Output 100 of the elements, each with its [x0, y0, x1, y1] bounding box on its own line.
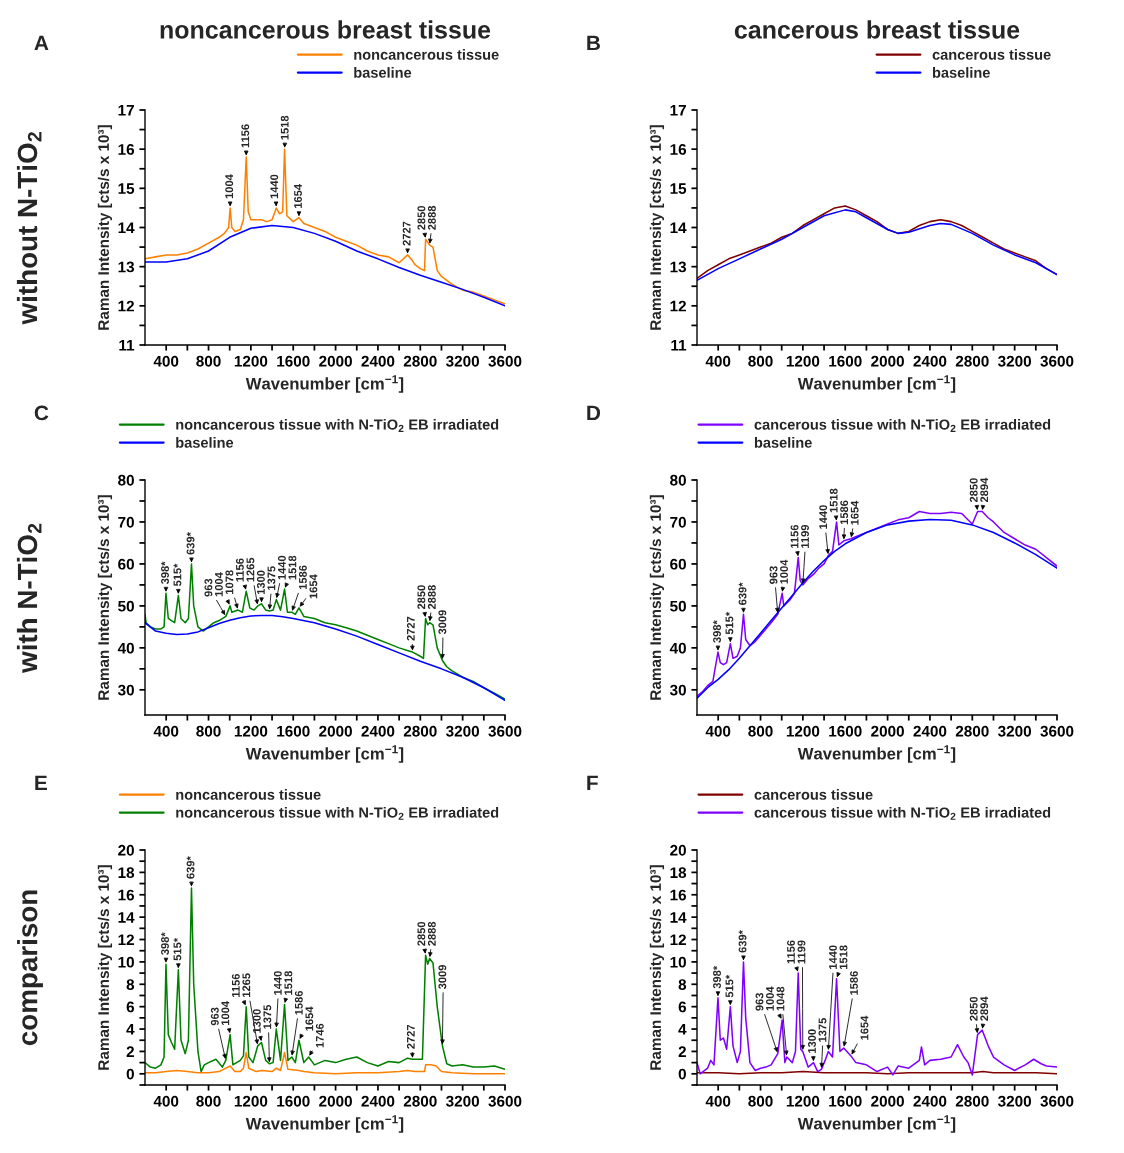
- y-tick-label: 16: [670, 144, 687, 155]
- legend-label: baseline: [354, 67, 412, 78]
- annotation: 1375: [263, 1004, 272, 1029]
- y-tick-label: 18: [118, 867, 135, 879]
- annotation: 1375: [267, 566, 276, 590]
- y-tick-label: 30: [669, 684, 686, 696]
- annotation: 1518: [288, 555, 297, 580]
- y-tick-label: 12: [118, 300, 134, 312]
- x-tick-label: 1600: [277, 1095, 310, 1107]
- annotation: 1440: [277, 555, 286, 580]
- x-axis-title: Wavenumber [cm$^{−1}$]: [797, 375, 956, 393]
- y-tick-label: 70: [118, 516, 134, 528]
- annotation: 639*: [186, 532, 195, 555]
- annotation: 1518: [284, 971, 293, 995]
- legend-label: cancerous tissue: [754, 789, 873, 800]
- x-tick-label: 800: [748, 355, 773, 367]
- y-tick-label: 17: [118, 105, 134, 116]
- annotation: 963: [210, 1007, 219, 1026]
- x-tick-label: 400: [153, 355, 179, 367]
- annotation: 1300: [808, 1029, 816, 1053]
- y-tick-label: 15: [118, 183, 135, 195]
- y-tick-label: 50: [670, 600, 686, 612]
- annotation: 1518: [829, 488, 838, 513]
- chart-title: C: [34, 405, 49, 421]
- x-tick-label: 2000: [319, 355, 352, 367]
- y-tick-label: 6: [126, 1001, 135, 1013]
- annotation: 2727: [406, 1024, 415, 1049]
- annotation: 639*: [186, 856, 195, 879]
- x-tick-label: 3600: [1040, 355, 1074, 367]
- annotation: 1654: [860, 1015, 869, 1040]
- y-tick-label: 17: [670, 105, 686, 116]
- x-tick-label: 3600: [488, 1095, 522, 1107]
- annotation: 1440: [270, 174, 279, 199]
- x-tick-label: 3200: [998, 355, 1032, 367]
- x-tick-label: 2000: [319, 1095, 352, 1107]
- y-tick-label: 8: [678, 979, 687, 990]
- x-tick-label: 2400: [913, 355, 947, 367]
- chart-title: E: [35, 775, 47, 791]
- y-tick-label: 15: [670, 183, 687, 195]
- chart-title: F: [587, 775, 598, 791]
- text: without N-TiO$_{2}$: [16, 132, 42, 325]
- y-tick-label: 4: [126, 1024, 135, 1035]
- annotation: 3009: [438, 965, 447, 990]
- y-tick-label: 20: [118, 844, 134, 856]
- x-tick-label: 2400: [361, 355, 395, 367]
- x-axis-title: Wavenumber [cm$^{−1}$]: [797, 745, 956, 763]
- annotation: 2727: [406, 616, 415, 641]
- annotation: 515*: [725, 974, 734, 998]
- y-tick-label: 14: [118, 222, 135, 234]
- annotation: 2850: [969, 996, 978, 1021]
- y-tick-label: 6: [678, 1001, 687, 1013]
- annotation: 1300: [256, 570, 265, 595]
- annotation: 1518: [839, 945, 848, 969]
- y-tick-label: 14: [670, 222, 687, 234]
- y-tick-label: 10: [670, 956, 686, 968]
- annotation: 1586: [298, 565, 307, 590]
- x-tick-label: 1200: [786, 355, 820, 367]
- x-tick-label: 2800: [403, 725, 437, 737]
- x-axis-title: Wavenumber [cm$^{−1}$]: [245, 375, 404, 393]
- annotation: 1048: [776, 986, 785, 1011]
- annotation: 1440: [273, 971, 282, 995]
- x-tick-label: 400: [705, 355, 731, 367]
- x-tick-label: 3200: [446, 1095, 480, 1107]
- y-tick-label: 12: [670, 300, 686, 312]
- chart-title: B: [587, 35, 600, 51]
- annotation: 1654: [294, 184, 302, 209]
- x-tick-label: 2000: [319, 725, 352, 737]
- annotation: 1004: [766, 986, 774, 1011]
- annotation: 398*: [713, 965, 721, 989]
- annotation: 2894: [980, 996, 989, 1021]
- annotation: 2850: [969, 478, 978, 503]
- y-tick-label: 13: [118, 261, 135, 273]
- x-tick-label: 2800: [955, 355, 989, 367]
- legend-label: cancerous tissue: [932, 49, 1051, 60]
- y-tick-label: 60: [118, 558, 134, 570]
- annotation: 1199: [797, 940, 806, 964]
- x-tick-label: 1200: [786, 725, 820, 737]
- y-tick-label: 2: [678, 1046, 686, 1057]
- annotation: 1654: [850, 500, 859, 525]
- annotation: 963: [769, 566, 778, 584]
- y-axis-title: Raman Intensity [cts/s x 10³]: [649, 865, 665, 1070]
- x-tick-label: 1600: [277, 355, 310, 367]
- annotation: 1440: [829, 945, 837, 969]
- y-axis-title: Raman Intensity [cts/s x 10³]: [649, 495, 665, 700]
- x-tick-label: 1200: [786, 1095, 820, 1107]
- x-tick-label: 1600: [829, 725, 862, 737]
- x-tick-label: 3600: [488, 355, 522, 367]
- annotation: 2888: [427, 205, 436, 230]
- annotation: 2850: [417, 205, 426, 230]
- x-tick-label: 1600: [277, 725, 310, 737]
- chart-title: D: [587, 405, 601, 421]
- y-tick-label: 18: [670, 867, 687, 879]
- x-tick-label: 800: [748, 725, 773, 737]
- annotation: 1265: [242, 973, 251, 997]
- x-tick-label: 3200: [998, 1095, 1032, 1107]
- legend-label: cancerous tissue with N-TiO$_{2}$ EB irradiated: [754, 419, 1051, 432]
- annotation: 1004: [780, 559, 788, 584]
- x-tick-label: 3600: [1040, 1095, 1074, 1107]
- line-series: [145, 148, 505, 305]
- y-tick-label: 60: [670, 558, 686, 570]
